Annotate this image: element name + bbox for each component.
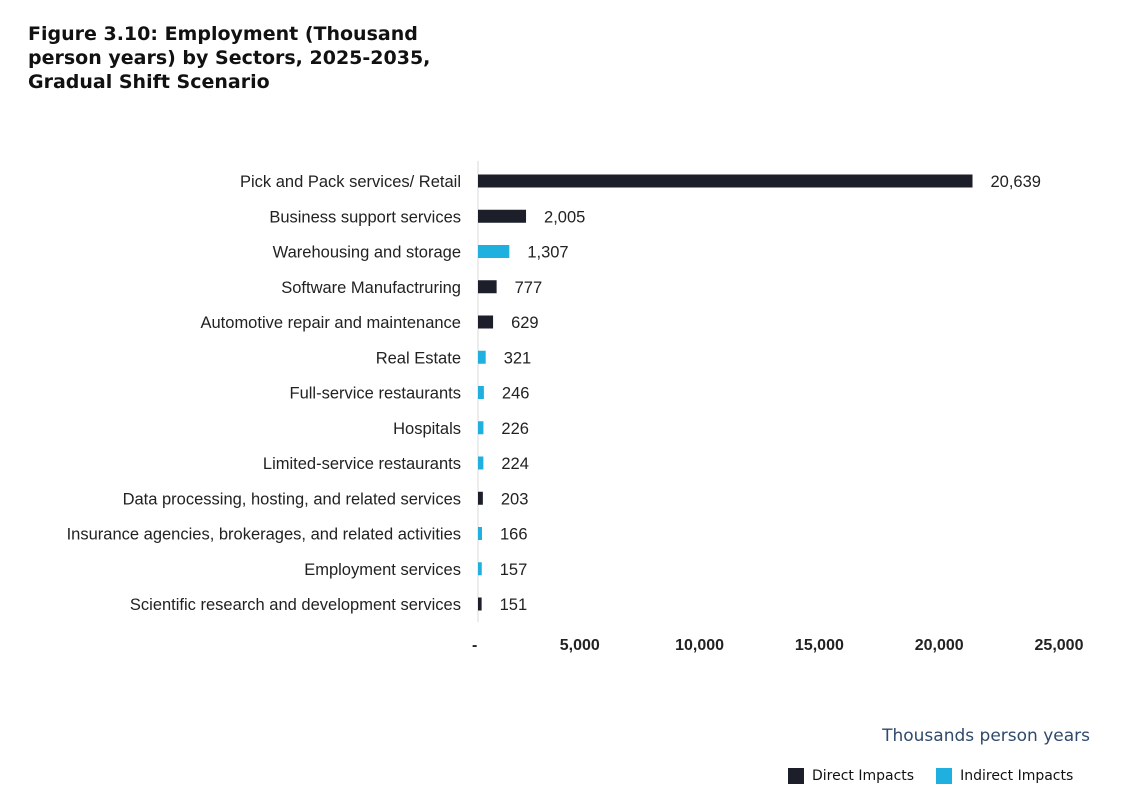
value-labels: 20,639 2,005 1,307 777 629 321 246 226 224 203 166… — [500, 173, 1041, 614]
bar — [478, 350, 486, 364]
bars — [478, 174, 973, 611]
bar — [478, 315, 494, 329]
bar — [478, 386, 484, 399]
data-label: 203 — [501, 490, 529, 508]
bar — [478, 597, 482, 611]
bar — [478, 174, 973, 188]
category-label: Automotive repair and maintenance — [201, 314, 462, 332]
category-label: Insurance agencies, brokerages, and rela… — [67, 526, 461, 544]
data-label: 224 — [501, 455, 529, 473]
bar — [478, 527, 482, 540]
category-label: Scientific research and development serv… — [130, 596, 461, 614]
category-label: Limited-service restaurants — [263, 455, 461, 473]
legend-swatch-direct — [788, 768, 804, 784]
category-label: Hospitals — [393, 420, 461, 438]
category-labels: Pick and Pack services/ Retail Business s… — [67, 173, 461, 614]
x-tick-label: 5,000 — [560, 637, 600, 654]
bar — [478, 245, 510, 258]
data-label: 20,639 — [991, 173, 1041, 191]
x-tick-label: 15,000 — [795, 637, 844, 654]
x-tick-label: 25,000 — [1035, 637, 1084, 654]
data-label: 1,307 — [527, 244, 568, 262]
bar — [478, 491, 483, 505]
bar — [478, 456, 484, 470]
category-label: Warehousing and storage — [273, 244, 461, 262]
bar — [478, 562, 482, 576]
category-label: Pick and Pack services/ Retail — [240, 173, 461, 191]
chart-title: Figure 3.10: Employment (Thousand person… — [28, 23, 431, 93]
data-label: 2,005 — [544, 208, 585, 226]
legend: Direct Impacts Indirect Impacts — [788, 768, 1095, 784]
legend-item-direct: Direct Impacts — [788, 768, 914, 784]
data-label: 321 — [504, 349, 532, 367]
category-label: Full-service restaurants — [290, 385, 461, 403]
data-label: 226 — [501, 420, 529, 438]
category-label: Data processing, hosting, and related se… — [123, 490, 461, 508]
x-axis-label: Thousands person years — [882, 726, 1090, 746]
category-label: Software Manufactruring — [281, 279, 461, 297]
legend-swatch-indirect — [936, 768, 953, 784]
data-label: 777 — [515, 279, 543, 297]
x-tick-label: 10,000 — [675, 637, 724, 654]
data-label: 157 — [500, 561, 528, 579]
legend-label-indirect: Indirect Impacts — [960, 768, 1074, 784]
category-label: Real Estate — [376, 349, 461, 367]
legend-item-indirect: Indirect Impacts — [936, 768, 1073, 784]
bar — [478, 280, 497, 294]
category-label: Business support services — [269, 208, 461, 226]
bar — [478, 209, 527, 223]
x-tick-label: - — [472, 637, 477, 654]
x-tick-label: 20,000 — [915, 637, 964, 654]
category-label: Employment services — [304, 561, 461, 579]
data-label: 629 — [511, 314, 539, 332]
data-label: 166 — [500, 526, 528, 544]
data-label: 151 — [500, 596, 528, 614]
data-label: 246 — [502, 385, 530, 403]
legend-label-direct: Direct Impacts — [812, 768, 915, 784]
x-tick-labels: - 5,000 10,000 15,000 20,000 25,000 — [472, 637, 1084, 654]
bar — [478, 421, 484, 435]
